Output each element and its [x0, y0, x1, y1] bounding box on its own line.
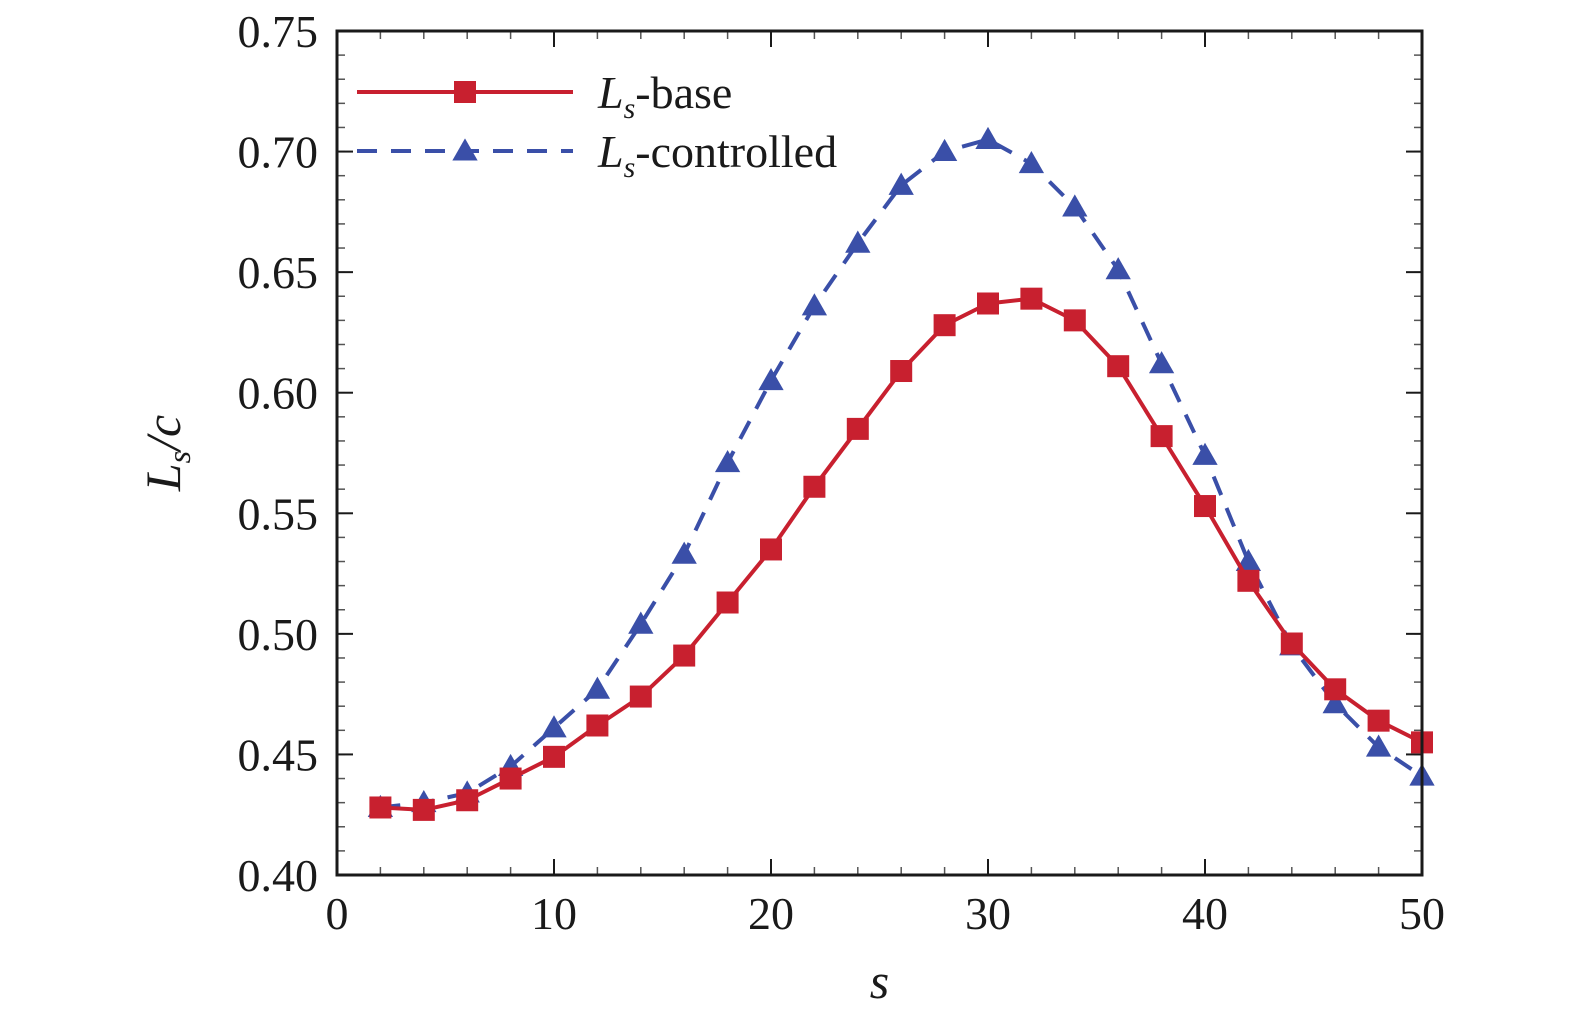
data-point-triangle	[1192, 442, 1218, 465]
data-point-square	[1063, 309, 1086, 332]
data-point-square	[977, 292, 999, 315]
y-tick-labels: 0.40 0.45 0.50 0.55 0.60 0.65 0.70 0.75	[238, 6, 319, 901]
plot-frame	[335, 29, 1424, 877]
data-point-triangle	[1322, 691, 1348, 714]
x-tick-label: 20	[748, 888, 794, 939]
data-point-triangle	[584, 676, 611, 699]
data-point-triangle	[801, 293, 828, 316]
data-point-square	[1324, 678, 1347, 701]
data-point-triangle	[671, 541, 697, 564]
y-tick-label: 0.75	[238, 6, 319, 57]
y-tick-label: 0.50	[238, 609, 319, 660]
legend-label-controlled: Ls-controlled	[597, 126, 837, 184]
minor-ticks	[336, 30, 1423, 876]
legend-label-sub: s	[624, 151, 636, 184]
x-tick-label: 10	[531, 888, 577, 939]
y-tick-label: 0.60	[238, 368, 319, 419]
legend-label-main: L	[597, 67, 624, 118]
series-line-controlled	[380, 137, 1424, 810]
legend-label-rest: -base	[635, 67, 732, 118]
data-point-triangle	[1365, 734, 1392, 757]
data-point-triangle	[1062, 194, 1088, 217]
data-point-triangle	[1235, 548, 1262, 572]
data-point-square	[673, 644, 696, 667]
data-point-square	[412, 798, 435, 821]
data-point-triangle	[931, 138, 958, 162]
data-point-square	[586, 714, 609, 737]
data-point-triangle	[628, 611, 654, 634]
data-point-square	[543, 745, 565, 768]
data-point-square	[1280, 632, 1303, 655]
legend-item-base: Ls-base	[357, 67, 732, 125]
x-tick-label: 30	[965, 888, 1011, 939]
data-point-triangle	[845, 230, 871, 253]
data-point-triangle	[714, 449, 741, 473]
y-tick-label: 0.70	[238, 127, 319, 178]
x-tick-label: 40	[1182, 888, 1228, 939]
data-point-square	[1150, 425, 1173, 448]
y-axis-label-main: L	[135, 463, 191, 492]
y-axis-label: Ls/c	[135, 415, 197, 492]
data-point-square	[803, 475, 826, 498]
data-point-square	[499, 767, 522, 790]
y-axis-label-sub: s	[161, 451, 197, 463]
y-tick-label: 0.65	[238, 247, 319, 298]
series-base	[369, 287, 1433, 821]
data-point-triangle	[1148, 351, 1175, 374]
data-point-triangle	[975, 126, 1001, 150]
data-point-square	[890, 360, 913, 383]
data-point-square	[1367, 709, 1390, 732]
data-point-square	[369, 796, 392, 819]
legend-item-controlled: Ls-controlled	[357, 126, 837, 184]
data-point-square	[1107, 355, 1130, 378]
y-tick-label: 0.40	[238, 850, 319, 901]
y-axis-label-rest: /c	[135, 415, 191, 454]
data-point-square	[456, 789, 479, 812]
y-tick-label: 0.45	[238, 729, 319, 780]
data-point-triangle	[758, 368, 784, 391]
data-point-triangle	[1018, 150, 1045, 174]
series-controlled	[367, 126, 1435, 817]
series-layer	[367, 126, 1435, 821]
data-point-square	[716, 591, 739, 614]
legend-label-main: L	[597, 126, 624, 177]
data-point-triangle	[452, 138, 478, 161]
data-point-square	[846, 417, 869, 440]
legend-label-sub: s	[624, 92, 636, 125]
legend-label-rest: -controlled	[635, 126, 837, 177]
x-axis-label: s	[870, 953, 889, 1009]
data-point-triangle	[541, 715, 567, 738]
data-point-square	[1020, 287, 1043, 310]
data-point-triangle	[888, 172, 914, 195]
legend-label-base: Ls-base	[597, 67, 732, 125]
major-ticks	[336, 30, 1423, 876]
x-tick-label: 0	[326, 888, 349, 939]
x-tick-labels: 0 10 20 30 40 50	[326, 888, 1446, 939]
data-point-square	[1237, 569, 1260, 592]
data-point-square	[933, 314, 956, 337]
y-tick-label: 0.55	[238, 488, 319, 539]
data-point-square	[760, 538, 782, 561]
data-point-square	[1194, 495, 1216, 518]
data-point-triangle	[1105, 257, 1131, 280]
data-point-square	[454, 81, 476, 103]
data-point-square	[629, 685, 652, 708]
x-tick-label: 50	[1399, 888, 1445, 939]
